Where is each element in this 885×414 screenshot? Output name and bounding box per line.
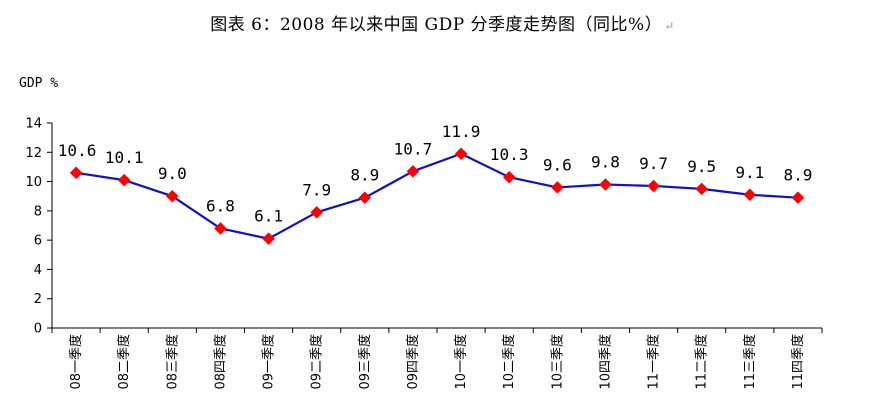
x-category-label: 10四季度 xyxy=(597,334,613,390)
data-point-marker xyxy=(310,205,324,219)
x-category-label: 11二季度 xyxy=(694,334,710,390)
x-category-label: 11一季度 xyxy=(646,334,662,390)
data-labels: 10.6 10.1 9.0 6.8 6.1 7.9 8.9 10.7 11.9 10.3 9.6 9.… xyxy=(58,122,813,226)
data-value-label: 10.7 xyxy=(394,139,433,158)
data-value-label: 8.9 xyxy=(350,166,379,185)
x-category-label: 11三季度 xyxy=(742,334,758,390)
data-value-label: 11.9 xyxy=(442,122,481,141)
x-category-label: 09一季度 xyxy=(261,334,277,390)
y-tick-label: 0 xyxy=(34,322,42,337)
x-category-label: 10一季度 xyxy=(453,334,469,390)
data-point-marker xyxy=(695,182,709,196)
data-point-marker xyxy=(454,147,468,161)
series-line xyxy=(75,152,799,240)
data-point-marker xyxy=(358,191,372,205)
data-value-label: 6.1 xyxy=(254,207,283,226)
y-tick-label: 12 xyxy=(25,146,42,161)
x-category-label: 08二季度 xyxy=(116,334,132,390)
data-point-marker xyxy=(791,191,805,205)
data-value-label: 9.8 xyxy=(591,153,620,172)
data-point-marker xyxy=(262,232,275,246)
data-value-label: 10.6 xyxy=(58,141,97,160)
data-value-label: 9.0 xyxy=(158,164,187,183)
paragraph-mark-icon: ↵ xyxy=(664,19,675,33)
x-category-label: 10二季度 xyxy=(501,334,517,390)
data-value-label: 10.1 xyxy=(105,148,144,167)
data-value-label: 6.8 xyxy=(206,196,235,215)
x-category-label: 10三季度 xyxy=(549,334,565,390)
data-point-marker xyxy=(214,222,227,235)
data-point-marker xyxy=(117,173,131,187)
x-category-label: 09二季度 xyxy=(309,334,325,390)
data-point-marker xyxy=(550,181,564,194)
data-value-label: 8.9 xyxy=(783,166,812,185)
chart-title: 图表 6：2008 年以来中国 GDP 分季度走势图（同比%） ↵ xyxy=(0,10,885,35)
y-tick-label: 14 xyxy=(25,117,42,132)
data-point-marker xyxy=(165,189,179,203)
x-category-label: 09四季度 xyxy=(405,334,421,390)
data-point-marker xyxy=(69,166,83,180)
y-tick-label: 10 xyxy=(25,175,42,190)
data-value-label: 7.9 xyxy=(302,180,331,199)
x-category-label: 08一季度 xyxy=(68,334,84,390)
data-point-marker xyxy=(406,164,420,178)
data-value-label: 9.1 xyxy=(735,163,764,182)
x-category-label: 08三季度 xyxy=(164,334,180,390)
data-value-label: 9.6 xyxy=(543,155,572,174)
series-layer xyxy=(69,147,805,246)
data-point-marker xyxy=(647,179,660,193)
x-category-label: 08四季度 xyxy=(212,334,228,390)
y-axis-unit-label: GDP % xyxy=(19,76,59,91)
data-point-marker xyxy=(502,170,516,184)
y-tick-label: 4 xyxy=(34,263,42,278)
y-tick-label: 6 xyxy=(34,234,42,249)
x-category-label: 09三季度 xyxy=(357,334,373,390)
chart-title-text: 图表 6：2008 年以来中国 GDP 分季度走势图（同比%） xyxy=(210,15,663,35)
data-point-marker xyxy=(743,188,757,202)
data-value-label: 10.3 xyxy=(490,145,529,164)
y-tick-label: 2 xyxy=(34,292,42,307)
y-tick-label: 8 xyxy=(34,204,42,219)
x-category-label: 11四季度 xyxy=(790,334,806,390)
data-value-label: 9.5 xyxy=(687,157,716,176)
data-point-marker xyxy=(599,178,612,191)
data-value-label: 9.7 xyxy=(639,154,668,173)
chart-axes xyxy=(51,123,822,329)
x-axis-categories: 08一季度 08二季度 08三季度 08四季度 09一季度 09二季度 09三季度 09四季度… xyxy=(51,328,823,390)
y-axis-ticks: 0 2 4 6 8 10 12 14 xyxy=(25,117,52,337)
